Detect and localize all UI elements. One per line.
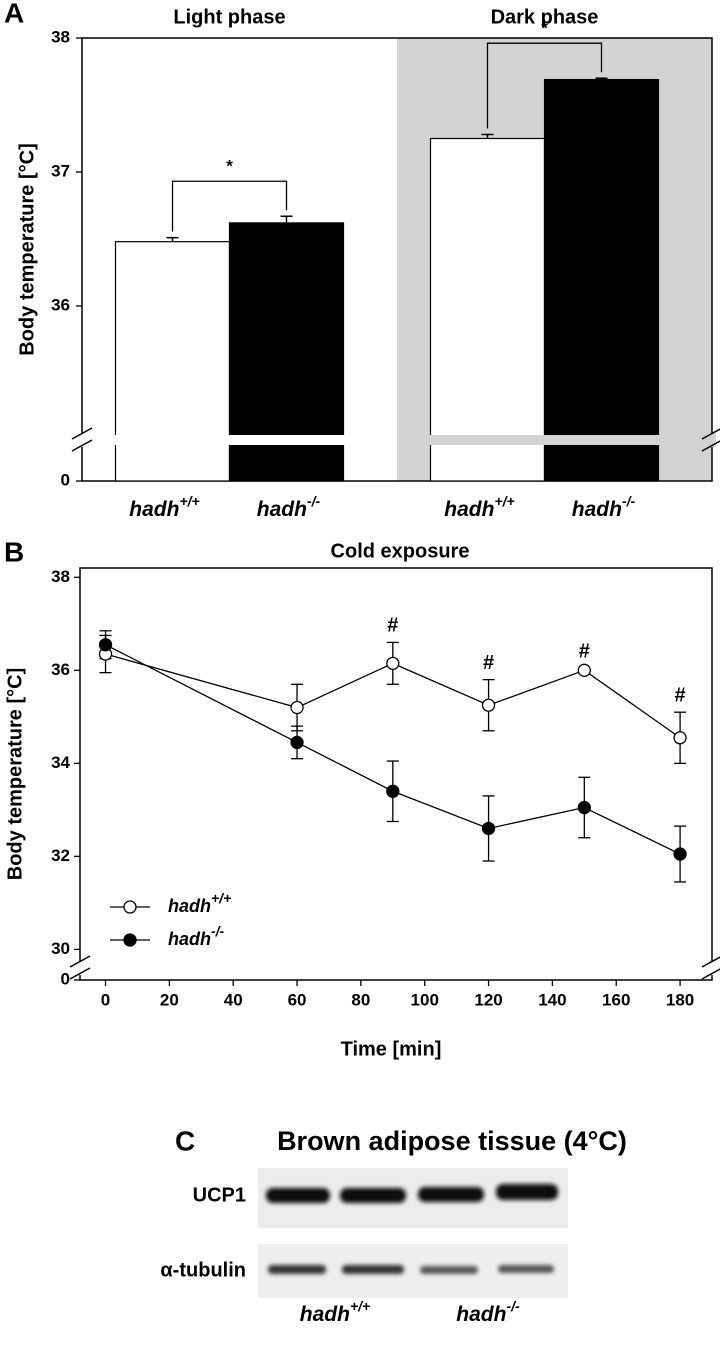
plot-frame	[79, 567, 713, 981]
x-tick-label: 140	[538, 990, 566, 1009]
blot-band	[342, 1265, 404, 1274]
y-tick-label: 30	[51, 939, 70, 958]
axis-break-gap	[78, 433, 86, 447]
x-tick-label: 80	[351, 990, 370, 1009]
annotation: *	[226, 157, 233, 176]
axis-break-mark	[701, 428, 720, 440]
break-band	[429, 435, 660, 445]
marker	[673, 847, 687, 861]
axis-break-gap	[708, 433, 716, 447]
x-tick-label: hadh+/+	[129, 493, 199, 521]
annotation: *	[541, 19, 548, 38]
marker	[673, 731, 687, 745]
marker	[386, 656, 400, 670]
panel-label: B	[4, 536, 24, 567]
marker	[290, 735, 304, 750]
axis-break-gap	[708, 961, 716, 975]
blot-band	[340, 1188, 406, 1203]
y-tick-label: 0	[61, 969, 70, 988]
panel-label: A	[4, 0, 24, 28]
series-line	[105, 653, 681, 739]
legend-marker	[123, 933, 137, 947]
lane-label: hadh-/-	[456, 1298, 520, 1326]
y-tick-label: 36	[51, 295, 70, 314]
blot-band	[266, 1188, 330, 1203]
annotation: #	[579, 640, 590, 662]
axis-break-mark	[701, 440, 720, 452]
y-axis-label: Body temperature [°C]	[16, 143, 38, 355]
x-tick-label: 120	[474, 990, 502, 1009]
y-axis-label: Body temperature [°C]	[4, 668, 26, 880]
x-tick-label: 180	[666, 990, 694, 1009]
significance-bracket	[171, 180, 288, 232]
axis-break-gap	[76, 961, 84, 975]
group-title: Light phase	[173, 6, 285, 28]
axis-break-mark	[701, 956, 720, 968]
annotation: #	[675, 684, 686, 706]
marker	[98, 638, 113, 652]
x-tick-label: 20	[160, 990, 179, 1009]
row-label: α-tubulin	[160, 1259, 246, 1281]
y-tick-label: 0	[61, 470, 70, 489]
x-axis-label: Time [min]	[341, 1038, 442, 1060]
blot-title: Brown adipose tissue (4°C)	[277, 1126, 627, 1156]
y-tick-label: 36	[51, 660, 70, 679]
annotation: #	[387, 615, 398, 637]
marker	[481, 698, 496, 712]
blot-band	[496, 1184, 558, 1200]
y-tick-label: 34	[51, 753, 70, 772]
break-band	[114, 435, 345, 445]
legend-marker	[123, 900, 137, 914]
significance-bracket	[486, 42, 603, 129]
group-title: Dark phase	[491, 6, 599, 28]
axis-break-mark	[701, 968, 720, 980]
axis-break-mark	[69, 967, 91, 980]
panel-label: C	[175, 1125, 195, 1156]
plot-frame	[81, 37, 713, 482]
axis-break-mark	[71, 427, 93, 440]
y-tick-label: 38	[51, 27, 70, 46]
marker	[481, 821, 496, 836]
row-label: UCP1	[193, 1184, 246, 1206]
marker	[577, 800, 591, 815]
series-line	[105, 644, 681, 855]
annotation: #	[483, 652, 494, 674]
y-tick-label: 38	[51, 567, 70, 586]
x-tick-label: 100	[411, 990, 439, 1009]
blot-band	[268, 1265, 326, 1274]
blot-band	[418, 1187, 484, 1202]
x-tick-label: hadh-/-	[572, 493, 636, 521]
marker	[577, 663, 591, 677]
axis-break-mark	[71, 439, 93, 452]
bar	[543, 78, 660, 482]
axis-break-mark	[69, 955, 91, 968]
blot-band	[420, 1266, 478, 1274]
legend-label: hadh-/-	[168, 923, 225, 949]
x-tick-label: 0	[101, 990, 110, 1009]
bar	[429, 137, 546, 482]
x-tick-label: 60	[288, 990, 307, 1009]
x-tick-label: 160	[602, 990, 630, 1009]
marker	[290, 700, 304, 715]
x-tick-label: hadh+/+	[444, 493, 514, 521]
legend-label: hadh+/+	[168, 890, 231, 916]
bar	[114, 241, 231, 482]
y-tick-label: 37	[51, 161, 70, 180]
x-tick-label: 40	[224, 990, 243, 1009]
lane-label: hadh+/+	[300, 1298, 370, 1326]
x-tick-label: hadh-/-	[257, 493, 321, 521]
blot-panel: C Brown adipose tissue (4°C) UCP1 α-tubu…	[160, 1125, 627, 1325]
chart-title: Cold exposure	[331, 540, 470, 562]
blot-band	[498, 1265, 554, 1273]
y-tick-label: 32	[51, 846, 70, 865]
marker	[386, 784, 400, 798]
